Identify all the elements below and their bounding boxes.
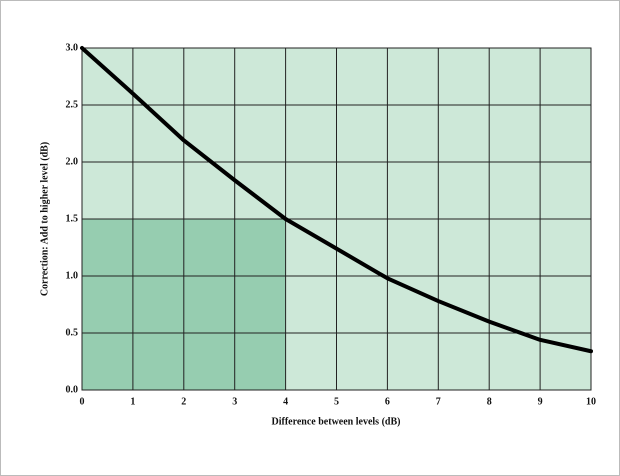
x-axis-label: Difference between levels (dB)	[272, 416, 401, 427]
x-tick-label: 9	[538, 396, 543, 407]
x-tick-label: 2	[181, 396, 186, 407]
y-tick-label: 2.0	[66, 156, 79, 167]
x-tick-label: 7	[436, 396, 441, 407]
y-tick-label: 0.5	[66, 327, 79, 338]
y-tick-label: 2.5	[66, 99, 79, 110]
x-tick-label: 8	[487, 396, 492, 407]
curve	[80, 46, 593, 354]
x-tick-label: 10	[586, 396, 596, 407]
y-tick-label: 0.0	[66, 384, 79, 395]
y-tick-label: 1.0	[66, 270, 79, 281]
y-axis-label: Correction: Add to higher level (dB)	[39, 142, 50, 296]
x-tick-label: 1	[130, 396, 135, 407]
plot-border	[81, 47, 592, 391]
x-tick-label: 0	[80, 396, 85, 407]
x-tick-label: 6	[385, 396, 390, 407]
y-tick-label: 1.5	[66, 213, 79, 224]
y-tick-label: 3.0	[66, 42, 79, 53]
x-tick-label: 3	[232, 396, 237, 407]
x-tick-label: 5	[334, 396, 339, 407]
x-tick-label: 4	[283, 396, 288, 407]
